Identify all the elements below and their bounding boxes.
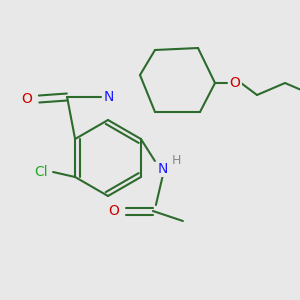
Text: O: O (230, 76, 240, 90)
Text: Cl: Cl (34, 165, 48, 179)
Text: O: O (109, 204, 119, 218)
Text: N: N (104, 90, 114, 104)
Text: H: H (172, 154, 182, 167)
Text: N: N (104, 90, 114, 104)
Text: O: O (22, 92, 32, 106)
Text: N: N (104, 90, 114, 104)
Text: N: N (158, 162, 168, 176)
